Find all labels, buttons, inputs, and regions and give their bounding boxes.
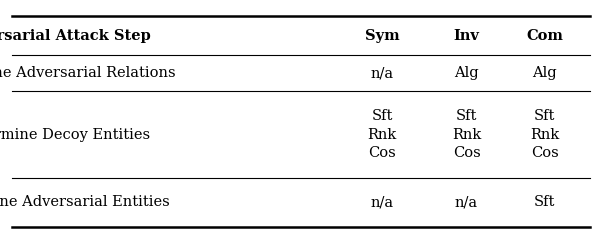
Text: Sft
Rnk
Cos: Sft Rnk Cos — [530, 109, 559, 160]
Text: Sft: Sft — [534, 195, 556, 209]
Text: Determine Adversarial Relations: Determine Adversarial Relations — [0, 66, 176, 80]
Text: n/a: n/a — [371, 195, 394, 209]
Text: Sft
Rnk
Cos: Sft Rnk Cos — [368, 109, 397, 160]
Text: Determine Adversarial Entities: Determine Adversarial Entities — [0, 195, 170, 209]
Text: Sym: Sym — [365, 29, 400, 43]
Text: Alg: Alg — [533, 66, 557, 80]
Text: Determine Decoy Entities: Determine Decoy Entities — [0, 128, 150, 142]
Text: Alg: Alg — [455, 66, 479, 80]
Text: Adversarial Attack Step: Adversarial Attack Step — [0, 29, 151, 43]
Text: n/a: n/a — [455, 195, 478, 209]
Text: Sft
Rnk
Cos: Sft Rnk Cos — [452, 109, 481, 160]
Text: Inv: Inv — [454, 29, 479, 43]
Text: Com: Com — [526, 29, 563, 43]
Text: n/a: n/a — [371, 66, 394, 80]
